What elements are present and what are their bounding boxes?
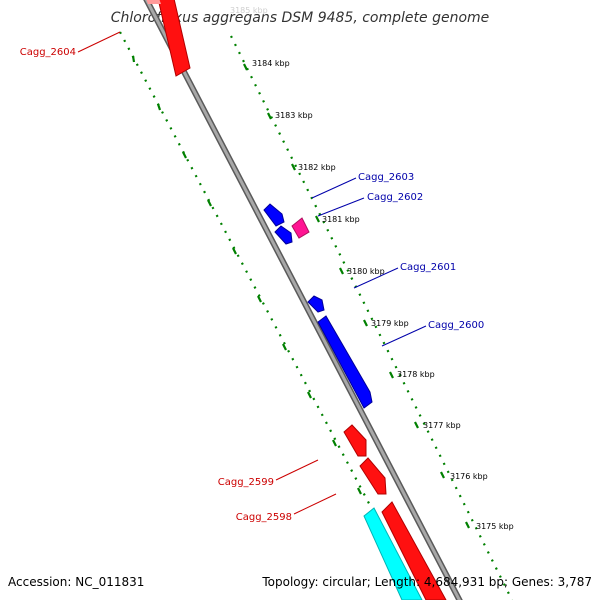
label-cagg-2598[interactable]: Cagg_2598	[236, 512, 292, 523]
inner-major-tick	[307, 391, 312, 399]
label-cagg-2600[interactable]: Cagg_2600	[428, 320, 484, 331]
inner-major-tick	[131, 55, 136, 63]
backbone-line	[144, 0, 462, 600]
tick-label: 3176 kbp	[450, 472, 488, 481]
tick-label: 3177 kbp	[423, 421, 461, 430]
outer-major-tick	[315, 215, 320, 223]
accession-text: Accession: NC_011831	[8, 575, 144, 589]
inner-major-tick	[207, 199, 212, 207]
inner-major-tick	[332, 439, 337, 447]
tick-label: 3182 kbp	[298, 163, 336, 172]
tick-label: 3180 kbp	[347, 267, 385, 276]
outer-major-tick	[440, 471, 445, 479]
gene-misc-feature[interactable]	[291, 217, 310, 239]
map-title: Chloroflexus aggregans DSM 9485, complet…	[111, 10, 490, 26]
inner-major-tick	[282, 343, 287, 351]
callout-line-cagg-2598	[293, 493, 337, 515]
callout-line-cagg-2604	[77, 31, 121, 53]
inner-major-tick	[156, 103, 162, 111]
gene-bottom-red[interactable]	[381, 501, 447, 600]
gene-cagg-2601[interactable]	[307, 295, 325, 313]
outer-major-tick	[339, 267, 344, 275]
tick-label: 3181 kbp	[322, 215, 360, 224]
outer-major-tick	[414, 421, 419, 429]
gene-cagg-2599[interactable]	[343, 424, 367, 457]
inner-major-tick	[257, 295, 262, 303]
outer-major-tick	[465, 521, 470, 529]
outer-dotted-ring	[230, 35, 513, 600]
tick-labels: 3185 kbp 3184 kbp 3183 kbp 3182 kbp 3181…	[230, 6, 514, 531]
gene-callouts: Cagg_2604 Cagg_2603 Cagg_2602 Cagg_2601 …	[20, 31, 484, 523]
gene-bottom-cyan[interactable]	[363, 507, 423, 600]
outer-major-tick	[267, 112, 272, 120]
tick-label: 3179 kbp	[371, 319, 409, 328]
label-cagg-2604[interactable]: Cagg_2604	[20, 47, 76, 58]
backbone	[143, 0, 463, 600]
gene-cagg-2604[interactable]	[156, 0, 191, 77]
gene-cagg-2598[interactable]	[359, 457, 387, 495]
inner-major-tick	[232, 247, 237, 255]
topology-text: Topology: circular; Length: 4,684,931 bp…	[261, 575, 592, 589]
outer-major-tick	[389, 371, 394, 379]
label-cagg-2601[interactable]: Cagg_2601	[400, 262, 456, 273]
tick-label: 3183 kbp	[275, 111, 313, 120]
callout-line-cagg-2603	[311, 177, 357, 199]
outer-major-tick	[363, 319, 368, 327]
gene-features	[146, 0, 447, 600]
label-cagg-2602[interactable]: Cagg_2602	[367, 192, 423, 203]
gene-cagg-2600[interactable]	[317, 315, 373, 409]
gene-faded-top	[146, 0, 161, 4]
callout-line-cagg-2601	[353, 267, 399, 289]
callout-line-cagg-2600	[381, 325, 427, 347]
label-cagg-2599[interactable]: Cagg_2599	[218, 477, 274, 488]
tick-label: 3175 kbp	[476, 522, 514, 531]
outer-major-tick	[291, 163, 296, 171]
inner-major-tick	[357, 487, 362, 495]
tick-label: 3184 kbp	[252, 59, 290, 68]
outer-ring-major-ticks	[243, 63, 470, 529]
gene-cagg-2602[interactable]	[274, 225, 293, 245]
label-cagg-2603[interactable]: Cagg_2603	[358, 172, 414, 183]
inner-major-tick	[182, 151, 187, 159]
callout-line-cagg-2599	[275, 459, 319, 481]
outer-major-tick	[243, 63, 248, 71]
gene-cagg-2603[interactable]	[263, 203, 285, 227]
callout-line-cagg-2602	[317, 197, 365, 217]
tick-label: 3185 kbp	[230, 6, 268, 15]
tick-label: 3178 kbp	[397, 370, 435, 379]
